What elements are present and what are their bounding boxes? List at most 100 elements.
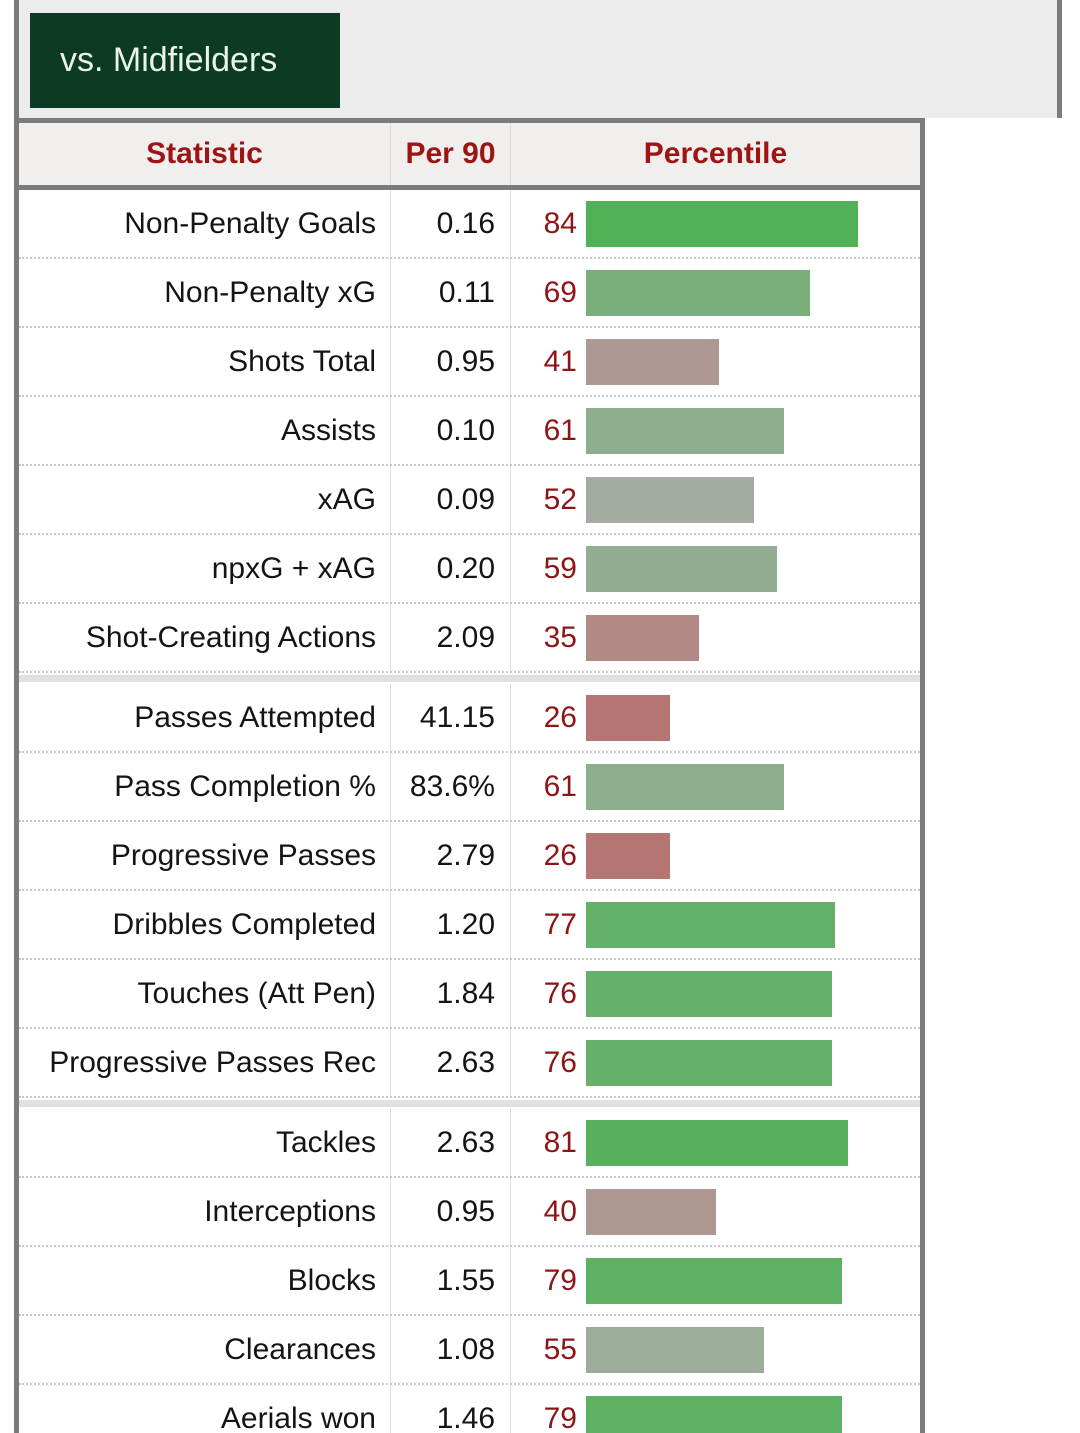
percentile-cell: 76 xyxy=(511,960,920,1027)
percentile-number: 76 xyxy=(543,976,577,1010)
percentile-bar xyxy=(586,1326,764,1373)
percentile-number: 79 xyxy=(543,1263,577,1297)
per90-value: 0.20 xyxy=(391,535,511,602)
statistic-name: Touches (Att Pen) xyxy=(19,960,391,1027)
percentile-bar xyxy=(586,1119,848,1166)
percentile-cell: 26 xyxy=(511,822,920,889)
percentile-cell: 41 xyxy=(511,328,920,395)
percentile-bar xyxy=(586,1257,842,1304)
per90-value: 0.16 xyxy=(391,190,511,257)
percentile-bar xyxy=(586,614,699,661)
per90-value: 0.11 xyxy=(391,259,511,326)
per90-value: 0.95 xyxy=(391,328,511,395)
table-body: Non-Penalty Goals 0.16 84 Non-Penalty xG 0.1… xyxy=(19,190,920,1433)
percentile-number: 61 xyxy=(543,769,577,803)
percentile-number: 84 xyxy=(543,206,577,240)
per90-value: 0.95 xyxy=(391,1178,511,1245)
percentile-number: 76 xyxy=(543,1045,577,1079)
table-row: npxG + xAG 0.20 59 xyxy=(19,533,920,602)
percentile-bar xyxy=(586,901,835,948)
per90-value: 0.10 xyxy=(391,397,511,464)
table-row: Touches (Att Pen) 1.84 76 xyxy=(19,958,920,1027)
col-header-statistic[interactable]: Statistic xyxy=(19,123,391,185)
percentile-cell: 40 xyxy=(511,1178,920,1245)
statistic-name: Assists xyxy=(19,397,391,464)
per90-value: 2.09 xyxy=(391,604,511,671)
statistic-name: Tackles xyxy=(19,1109,391,1176)
percentile-number: 77 xyxy=(543,907,577,941)
percentile-bar xyxy=(586,269,810,316)
statistic-name: Non-Penalty xG xyxy=(19,259,391,326)
percentile-bar xyxy=(586,1395,842,1433)
table-row: Aerials won 1.46 79 xyxy=(19,1383,920,1433)
percentile-cell: 52 xyxy=(511,466,920,533)
group-separator xyxy=(19,671,920,684)
percentile-bar xyxy=(586,1039,832,1086)
statistic-name: Progressive Passes xyxy=(19,822,391,889)
percentile-cell: 84 xyxy=(511,190,920,257)
per90-value: 2.79 xyxy=(391,822,511,889)
percentile-cell: 81 xyxy=(511,1109,920,1176)
per90-value: 1.08 xyxy=(391,1316,511,1383)
col-header-per90[interactable]: Per 90 xyxy=(391,123,511,185)
table-row: Non-Penalty xG 0.11 69 xyxy=(19,257,920,326)
percentile-number: 52 xyxy=(543,482,577,516)
percentile-cell: 76 xyxy=(511,1029,920,1096)
scouting-stats-table: Statistic Per 90 Percentile Non-Penalty … xyxy=(19,118,925,1433)
percentile-cell: 79 xyxy=(511,1385,920,1433)
percentile-number: 79 xyxy=(543,1401,577,1433)
percentile-bar xyxy=(586,832,670,879)
table-header-row: Statistic Per 90 Percentile xyxy=(19,123,920,190)
table-row: Dribbles Completed 1.20 77 xyxy=(19,889,920,958)
report-header: vs. Midfielders xyxy=(19,0,1062,118)
statistic-name: Passes Attempted xyxy=(19,684,391,751)
statistic-name: Shot-Creating Actions xyxy=(19,604,391,671)
group-separator xyxy=(19,1096,920,1109)
percentile-number: 26 xyxy=(543,838,577,872)
statistic-name: Non-Penalty Goals xyxy=(19,190,391,257)
statistic-name: Interceptions xyxy=(19,1178,391,1245)
table-row: xAG 0.09 52 xyxy=(19,464,920,533)
percentile-number: 61 xyxy=(543,413,577,447)
table-row: Shot-Creating Actions 2.09 35 xyxy=(19,602,920,671)
percentile-bar xyxy=(586,763,784,810)
statistic-name: Dribbles Completed xyxy=(19,891,391,958)
per90-value: 1.46 xyxy=(391,1385,511,1433)
group-separator-band xyxy=(19,675,920,682)
per90-value: 2.63 xyxy=(391,1029,511,1096)
per90-value: 1.84 xyxy=(391,960,511,1027)
percentile-bar xyxy=(586,1188,716,1235)
percentile-cell: 61 xyxy=(511,753,920,820)
percentile-bar xyxy=(586,476,754,523)
percentile-bar xyxy=(586,970,832,1017)
percentile-cell: 26 xyxy=(511,684,920,751)
table-row: Tackles 2.63 81 xyxy=(19,1109,920,1176)
percentile-bar xyxy=(586,407,784,454)
table-row: Non-Penalty Goals 0.16 84 xyxy=(19,190,920,257)
table-row: Interceptions 0.95 40 xyxy=(19,1176,920,1245)
group-separator-band xyxy=(19,1100,920,1107)
percentile-number: 59 xyxy=(543,551,577,585)
percentile-bar xyxy=(586,338,719,385)
percentile-number: 55 xyxy=(543,1332,577,1366)
vs-position-tab[interactable]: vs. Midfielders xyxy=(30,13,340,108)
percentile-number: 26 xyxy=(543,700,577,734)
percentile-bar xyxy=(586,545,777,592)
percentile-bar xyxy=(586,694,670,741)
col-header-percentile[interactable]: Percentile xyxy=(643,137,788,170)
percentile-number: 35 xyxy=(543,620,577,654)
percentile-cell: 79 xyxy=(511,1247,920,1314)
percentile-bar xyxy=(586,200,858,247)
percentile-number: 41 xyxy=(543,344,577,378)
statistic-name: Shots Total xyxy=(19,328,391,395)
percentile-cell: 69 xyxy=(511,259,920,326)
table-row: Clearances 1.08 55 xyxy=(19,1314,920,1383)
percentile-number: 69 xyxy=(543,275,577,309)
per90-value: 2.63 xyxy=(391,1109,511,1176)
table-row: Pass Completion % 83.6% 61 xyxy=(19,751,920,820)
percentile-cell: 59 xyxy=(511,535,920,602)
statistic-name: xAG xyxy=(19,466,391,533)
per90-value: 0.09 xyxy=(391,466,511,533)
table-row: Passes Attempted 41.15 26 xyxy=(19,684,920,751)
statistic-name: Clearances xyxy=(19,1316,391,1383)
